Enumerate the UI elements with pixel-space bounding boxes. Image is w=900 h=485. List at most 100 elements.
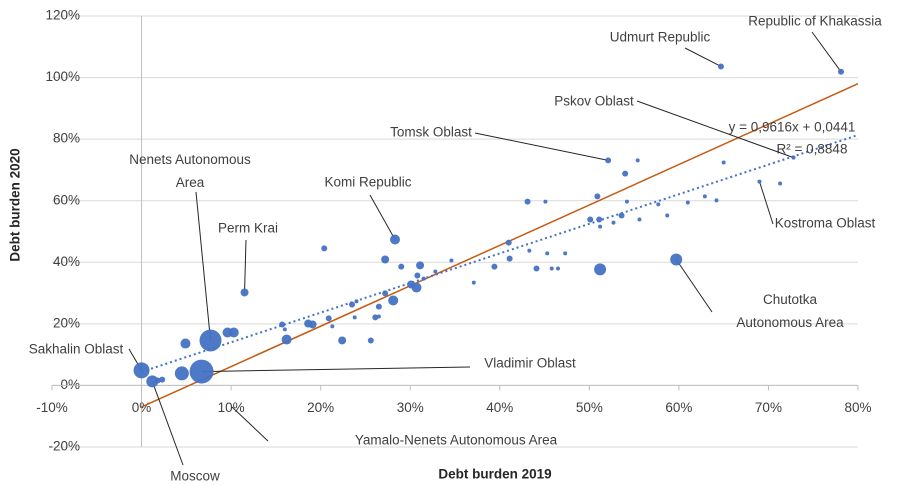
bubble: [491, 263, 498, 270]
bubble: [598, 224, 603, 229]
bubble: [702, 194, 707, 199]
bubble: [349, 301, 356, 308]
bubble: [228, 327, 239, 338]
x-tick-label: 80%: [844, 400, 871, 415]
bubble: [622, 170, 629, 177]
leader-line: [684, 47, 722, 67]
bubble: [717, 63, 724, 70]
bubble: [596, 216, 603, 223]
x-tick-label: 10%: [218, 400, 245, 415]
leader-line: [636, 100, 794, 159]
x-tick-label: -10%: [36, 400, 68, 415]
point-label: Kostroma Oblast: [775, 216, 876, 231]
point-label: Chutotka Autonomous Area: [736, 292, 844, 330]
bubble: [388, 295, 399, 306]
bubble: [605, 157, 612, 164]
bubble: [416, 261, 425, 270]
point-label: Republic of Khakassia: [748, 14, 882, 29]
y-tick-label: 60%: [53, 192, 80, 207]
bubble: [352, 315, 357, 320]
bubble: [618, 212, 625, 219]
bubble: [279, 321, 286, 328]
bubble: [506, 255, 513, 262]
trendline-r-squared: R² = 0,8848: [777, 142, 848, 157]
bubble: [635, 158, 640, 163]
bubble: [338, 336, 347, 345]
bubble: [563, 251, 568, 256]
leader-line: [195, 191, 212, 341]
x-tick-label: 30%: [397, 400, 424, 415]
bubble: [656, 202, 661, 207]
y-axis-title: Debt burden 2020: [8, 148, 23, 261]
bubble: [791, 155, 796, 160]
x-tick-label: 60%: [665, 400, 692, 415]
bubble: [308, 320, 317, 329]
bubble: [624, 199, 629, 204]
leader-line: [244, 239, 247, 293]
bubble: [282, 327, 287, 332]
point-label: Udmurt Republic: [610, 30, 711, 45]
point-label: Perm Krai: [218, 221, 278, 236]
bubble: [375, 303, 382, 310]
bubble: [189, 359, 214, 384]
bubble: [524, 198, 531, 205]
leader-line: [474, 132, 609, 161]
y-tick-label: 120%: [45, 8, 80, 23]
bubble: [376, 314, 381, 319]
bubble: [721, 160, 726, 165]
bubble: [433, 269, 438, 274]
bubble: [354, 299, 359, 304]
bubble: [133, 362, 150, 379]
bubble: [594, 263, 607, 276]
bubble: [411, 282, 422, 293]
y-tick-label: 0%: [60, 377, 80, 392]
trendline-equation: y = 0,9616x + 0,0441: [729, 120, 856, 135]
x-tick-label: 0%: [132, 400, 152, 415]
bubble: [685, 200, 690, 205]
bubble: [240, 288, 249, 297]
bubble: [714, 198, 719, 203]
bubble: [533, 265, 540, 272]
point-label: Vladimir Oblast: [484, 356, 576, 371]
bubble: [527, 248, 532, 253]
bubble: [389, 234, 400, 245]
point-label: Tomsk Oblast: [390, 125, 472, 140]
bubble: [545, 251, 550, 256]
bubble: [281, 334, 292, 345]
bubble: [381, 255, 390, 264]
point-label: Komi Republic: [324, 175, 411, 190]
bubble: [398, 263, 405, 270]
x-tick-label: 70%: [755, 400, 782, 415]
y-tick-label: -20%: [48, 439, 80, 454]
bubble: [637, 217, 642, 222]
bubble: [543, 199, 548, 204]
bubble: [199, 329, 222, 352]
bubble: [321, 245, 328, 252]
bubble: [471, 280, 476, 285]
bubble: [449, 258, 454, 263]
bubble: [372, 314, 379, 321]
y-tick-label: 40%: [53, 254, 80, 269]
bubble: [325, 315, 332, 322]
bubble: [594, 193, 601, 200]
x-tick-label: 50%: [576, 400, 603, 415]
bubble: [174, 366, 189, 381]
point-label: Nenets Autonomous Area: [129, 152, 251, 190]
point-label: Moscow: [170, 469, 220, 484]
bubble: [665, 213, 670, 218]
bubble: [414, 272, 421, 279]
bubble: [549, 266, 554, 271]
bubble: [611, 220, 616, 225]
leader-line: [369, 194, 396, 240]
bubble: [778, 181, 783, 186]
x-tick-label: 40%: [486, 400, 513, 415]
bubble: [382, 290, 389, 297]
y-tick-label: 80%: [53, 131, 80, 146]
bubble: [367, 337, 374, 344]
point-label: Yamalo-Nenets Autonomous Area: [355, 433, 558, 448]
leader-line: [675, 259, 713, 313]
trendline: [141, 134, 859, 373]
point-label: Sakhalin Oblast: [29, 342, 124, 357]
